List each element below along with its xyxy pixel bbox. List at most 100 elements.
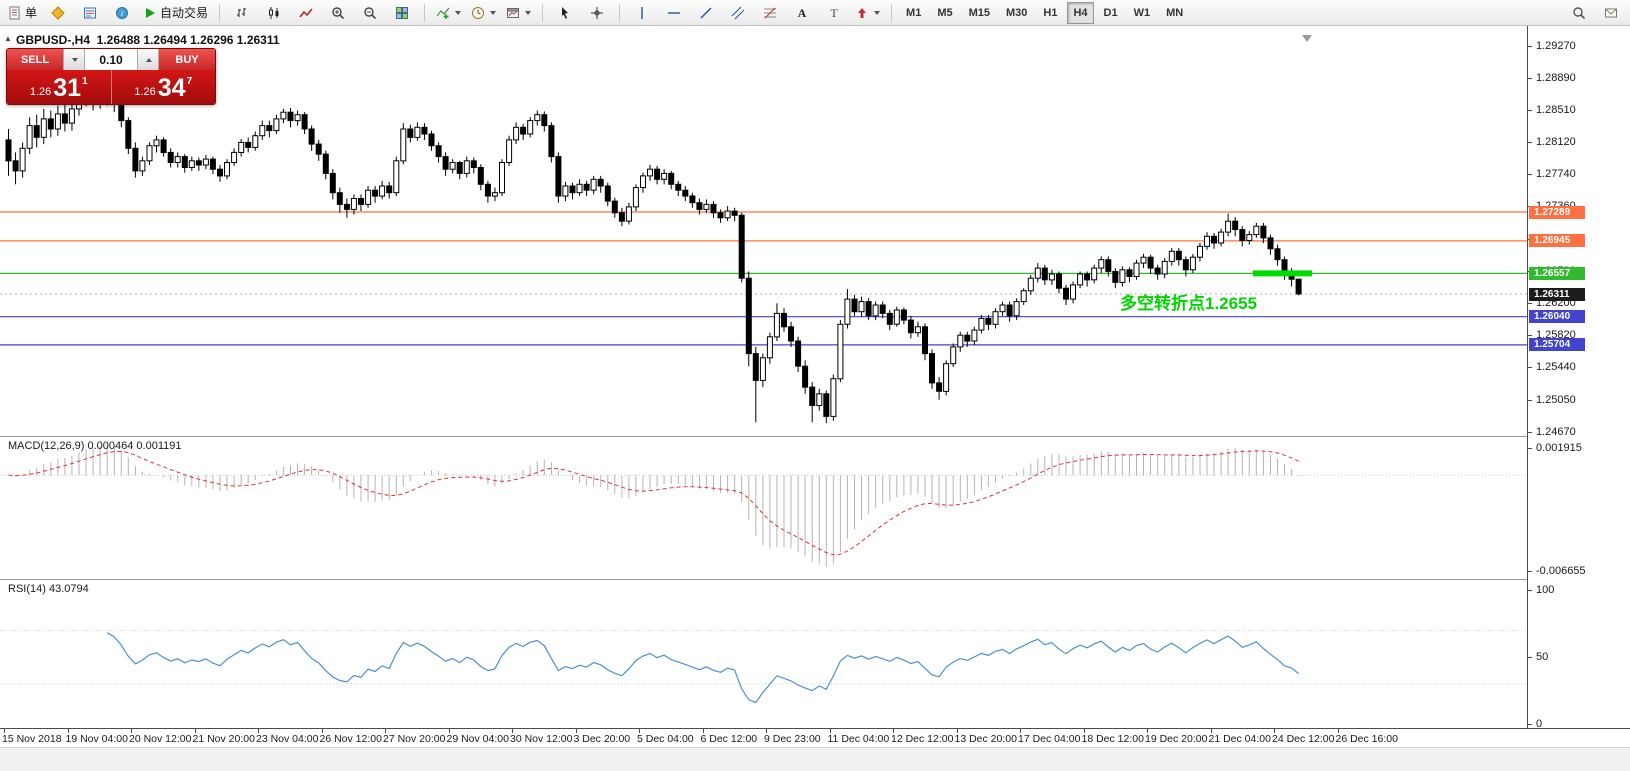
volume-decrease-button[interactable] xyxy=(63,49,85,70)
tile-windows-icon xyxy=(395,6,409,20)
text-icon: A xyxy=(795,6,809,20)
time-axis[interactable]: 15 Nov 2018 19 Nov 04:00 20 Nov 12:00 21 No… xyxy=(0,728,1630,747)
timeframe-h1-button[interactable]: H1 xyxy=(1043,6,1058,19)
timeframe-m5-button[interactable]: M5 xyxy=(937,6,953,19)
bid-price-prefix: 1.26 xyxy=(29,86,52,98)
templates-button[interactable] xyxy=(502,1,535,25)
bar-chart-button[interactable] xyxy=(227,1,257,25)
panel-separator[interactable] xyxy=(0,579,1630,580)
auto-trading-button[interactable]: 自动交易 xyxy=(139,1,212,25)
periods-button[interactable] xyxy=(467,1,500,25)
cursor-button[interactable] xyxy=(550,1,580,25)
time-tick-label: 29 Nov 04:00 xyxy=(446,733,509,745)
axis-tick-mark xyxy=(1528,109,1532,111)
text-button[interactable]: A xyxy=(787,1,817,25)
chart-info-line: GBPUSD-,H4 1.26488 1.26494 1.26296 1.263… xyxy=(16,33,280,47)
zoom-in-button[interactable] xyxy=(323,1,353,25)
price-tick-label: 1.28120 xyxy=(1536,136,1576,149)
chart-shift-marker xyxy=(1302,35,1312,42)
search-button[interactable] xyxy=(1564,1,1594,25)
ask-price-big: 34 xyxy=(157,74,186,102)
trendline-button[interactable] xyxy=(691,1,721,25)
level-price-badge: 1.26557 xyxy=(1529,266,1585,280)
data-window-button[interactable]: i xyxy=(107,1,137,25)
axis-tick-mark xyxy=(448,729,450,733)
arrows-button[interactable] xyxy=(851,1,884,25)
macd-indicator-label: MACD(12,26,9) 0.000464 0.001191 xyxy=(8,440,182,452)
price-axis[interactable]: 1.292701.288901.285101.281201.277401.273… xyxy=(1527,26,1630,730)
metatrader-home-button[interactable] xyxy=(43,1,73,25)
buy-button[interactable]: BUY xyxy=(159,49,215,70)
channel-icon xyxy=(731,6,745,20)
axis-tick-mark xyxy=(4,729,5,733)
time-tick-label: 19 Nov 04:00 xyxy=(65,733,128,745)
trade-panel-controls: SELL 0.10 BUY xyxy=(7,49,215,70)
status-bar xyxy=(0,747,1630,771)
volume-input[interactable]: 0.10 xyxy=(85,49,137,70)
time-tick-label: 13 Dec 20:00 xyxy=(954,733,1017,745)
timeframe-mn-button[interactable]: MN xyxy=(1166,6,1184,19)
bid-price-big: 31 xyxy=(53,74,82,102)
price-tick-label: 1.27740 xyxy=(1536,168,1576,181)
tile-windows-button[interactable] xyxy=(387,1,417,25)
time-tick-label: 26 Nov 12:00 xyxy=(319,733,382,745)
axis-tick-mark xyxy=(575,729,577,733)
macd-scale-label: -0.006655 xyxy=(1536,565,1586,578)
fibonacci-button[interactable] xyxy=(755,1,785,25)
caret-down-icon xyxy=(490,10,497,15)
panel-separator[interactable] xyxy=(0,436,1630,437)
svg-text:T: T xyxy=(830,6,838,20)
volume-increase-button[interactable] xyxy=(137,49,159,70)
rsi-panel[interactable] xyxy=(0,580,1527,728)
new-order-button[interactable]: 单 xyxy=(4,1,41,25)
candlestick-icon xyxy=(267,6,281,20)
trendline-icon xyxy=(699,6,713,20)
time-tick-label: 19 Dec 20:00 xyxy=(1145,733,1208,745)
macd-panel[interactable] xyxy=(0,437,1527,580)
toolbar-separator xyxy=(891,3,893,22)
main-price-chart[interactable] xyxy=(0,32,1527,437)
toolbar-separator xyxy=(219,3,221,22)
ask-price: 1.26 34 7 xyxy=(112,70,216,104)
timeframe-h4-button[interactable]: H4 xyxy=(1067,1,1094,24)
vline-icon xyxy=(635,6,649,20)
rsi-scale-label: 0 xyxy=(1536,718,1543,730)
channel-button[interactable] xyxy=(723,1,753,25)
market-watch-icon xyxy=(83,6,97,20)
zoom-out-button[interactable] xyxy=(355,1,385,25)
one-click-panel-toggle[interactable]: ▲ xyxy=(4,34,12,43)
bar-chart-icon xyxy=(235,6,249,20)
axis-tick-mark xyxy=(1020,729,1021,733)
timeframe-m15-button[interactable]: M15 xyxy=(968,6,990,19)
sell-button[interactable]: SELL xyxy=(7,49,63,70)
macd-scale-label: 0.001915 xyxy=(1536,441,1582,454)
horizontal-line-button[interactable] xyxy=(659,1,689,25)
timeframe-m1-button[interactable]: M1 xyxy=(906,6,922,19)
chart-window: ▲ GBPUSD-,H4 1.26488 1.26494 1.26296 1.2… xyxy=(0,26,1630,771)
line-chart-button[interactable] xyxy=(291,1,321,25)
caret-up-icon xyxy=(146,57,152,62)
timeframe-w1-button[interactable]: W1 xyxy=(1133,6,1151,19)
timeframe-d1-button[interactable]: D1 xyxy=(1103,6,1118,19)
candlestick-button[interactable] xyxy=(259,1,289,25)
label-button[interactable]: T xyxy=(819,1,849,25)
toolbar-separator xyxy=(542,3,544,22)
price-tick-label: 1.25050 xyxy=(1536,393,1576,406)
compose-button[interactable] xyxy=(1596,1,1626,25)
market-watch-button[interactable] xyxy=(75,1,105,25)
vertical-line-button[interactable] xyxy=(627,1,657,25)
axis-tick-mark xyxy=(893,729,894,733)
timeframe-m30-button[interactable]: M30 xyxy=(1006,6,1028,19)
crosshair-button[interactable] xyxy=(582,1,612,25)
zoom-in-icon xyxy=(331,6,345,20)
indicators-button[interactable] xyxy=(432,1,465,25)
new-order-button-label: 单 xyxy=(25,6,38,20)
one-click-trade-panel: SELL 0.10 BUY 1.26 31 1 1.26 34 7 xyxy=(6,48,216,105)
arrows-icon xyxy=(855,6,869,20)
current-price-badge: 1.26311 xyxy=(1529,287,1585,301)
level-price-badge: 1.26945 xyxy=(1529,234,1585,248)
price-tick-label: 1.28890 xyxy=(1536,71,1576,84)
label-icon: T xyxy=(827,6,841,20)
trade-panel-divider xyxy=(110,70,112,104)
time-tick-label: 5 Dec 04:00 xyxy=(637,733,694,745)
